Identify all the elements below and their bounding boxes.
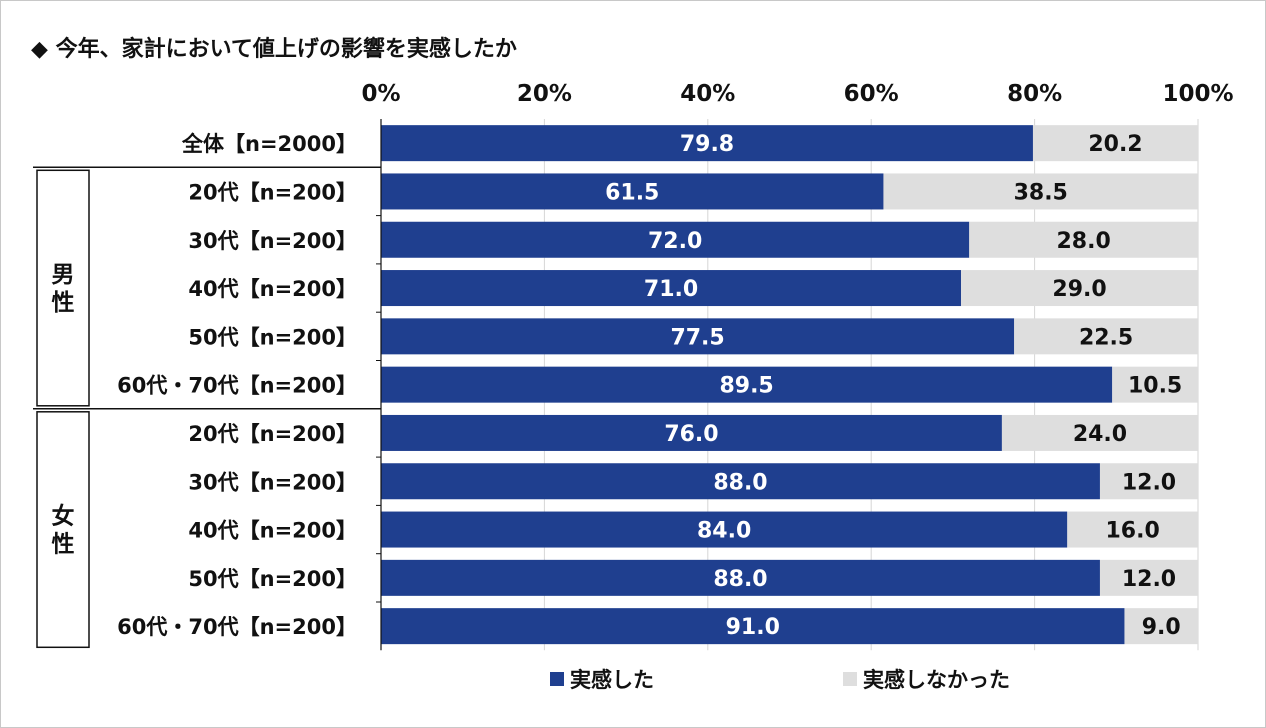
bar-felt	[381, 463, 1100, 500]
category-label: 60代・70代【n=200】	[117, 615, 357, 639]
group-label-char: 性	[52, 290, 75, 316]
legend-swatch-not-felt	[843, 672, 857, 686]
category-label: 20代【n=200】	[188, 422, 357, 446]
bar-felt	[381, 414, 1002, 451]
bar-felt	[381, 125, 1033, 162]
category-label: 全体【n=2000】	[181, 132, 357, 156]
value-label-felt: 88.0	[713, 567, 767, 592]
bar-not-felt	[1099, 463, 1198, 500]
x-tick-label: 0%	[361, 81, 400, 107]
value-label-not-felt: 22.5	[1079, 325, 1133, 350]
bar-not-felt	[1001, 414, 1198, 451]
value-label-felt: 79.8	[680, 132, 734, 157]
x-tick-label: 40%	[680, 81, 735, 107]
bar-felt	[381, 221, 970, 258]
value-label-not-felt: 24.0	[1073, 422, 1127, 447]
value-label-felt: 89.5	[719, 374, 773, 399]
value-label-felt: 71.0	[644, 277, 698, 302]
value-label-felt: 77.5	[670, 325, 724, 350]
x-tick-label: 80%	[1007, 81, 1062, 107]
group-label-char: 男	[52, 262, 75, 288]
value-label-not-felt: 29.0	[1052, 277, 1106, 302]
category-label: 20代【n=200】	[188, 180, 357, 204]
value-label-felt: 61.5	[605, 180, 659, 205]
bar-felt	[381, 270, 962, 307]
value-label-felt: 72.0	[648, 229, 702, 254]
value-label-not-felt: 12.0	[1122, 567, 1176, 592]
value-label-not-felt: 10.5	[1128, 374, 1182, 399]
chart-title: ◆ 今年、家計において値上げの影響を実感したか	[31, 37, 517, 62]
category-label: 40代【n=200】	[188, 519, 357, 543]
bar-not-felt	[1067, 511, 1198, 548]
value-label-not-felt: 38.5	[1014, 180, 1068, 205]
category-label: 30代【n=200】	[188, 470, 357, 494]
bar-not-felt	[961, 270, 1198, 307]
bar-felt	[381, 608, 1125, 645]
bar-felt	[381, 559, 1100, 596]
legend-swatch-felt	[550, 672, 564, 686]
category-label: 50代【n=200】	[188, 567, 357, 591]
bar-felt	[381, 366, 1113, 403]
value-label-not-felt: 12.0	[1122, 470, 1176, 495]
value-label-not-felt: 20.2	[1088, 132, 1142, 157]
value-label-not-felt: 28.0	[1056, 229, 1110, 254]
bar-not-felt	[883, 173, 1198, 210]
bar-not-felt	[1099, 559, 1198, 596]
bar-not-felt	[1014, 318, 1198, 355]
x-tick-label: 60%	[844, 81, 899, 107]
bar-not-felt	[969, 221, 1198, 258]
value-label-not-felt: 9.0	[1142, 615, 1181, 640]
bar-felt	[381, 318, 1015, 355]
bar-not-felt	[1032, 125, 1198, 162]
category-label: 50代【n=200】	[188, 325, 357, 349]
x-tick-label: 100%	[1162, 81, 1233, 107]
legend-label-felt: 実感した	[570, 668, 654, 692]
value-label-felt: 88.0	[713, 470, 767, 495]
category-label: 60代・70代【n=200】	[117, 374, 357, 398]
category-label: 40代【n=200】	[188, 277, 357, 301]
group-box	[36, 169, 90, 407]
group-label-char: 性	[52, 532, 75, 558]
bar-felt	[381, 173, 884, 210]
bar-felt	[381, 511, 1068, 548]
category-label: 30代【n=200】	[188, 229, 357, 253]
value-label-felt: 76.0	[664, 422, 718, 447]
x-tick-label: 20%	[517, 81, 572, 107]
value-label-not-felt: 16.0	[1105, 519, 1159, 544]
value-label-felt: 91.0	[726, 615, 780, 640]
value-label-felt: 84.0	[697, 519, 751, 544]
bar-not-felt	[1124, 608, 1198, 645]
legend-label-not-felt: 実感しなかった	[863, 668, 1010, 692]
group-box	[36, 411, 90, 649]
bar-not-felt	[1112, 366, 1198, 403]
group-label-char: 女	[52, 503, 75, 530]
